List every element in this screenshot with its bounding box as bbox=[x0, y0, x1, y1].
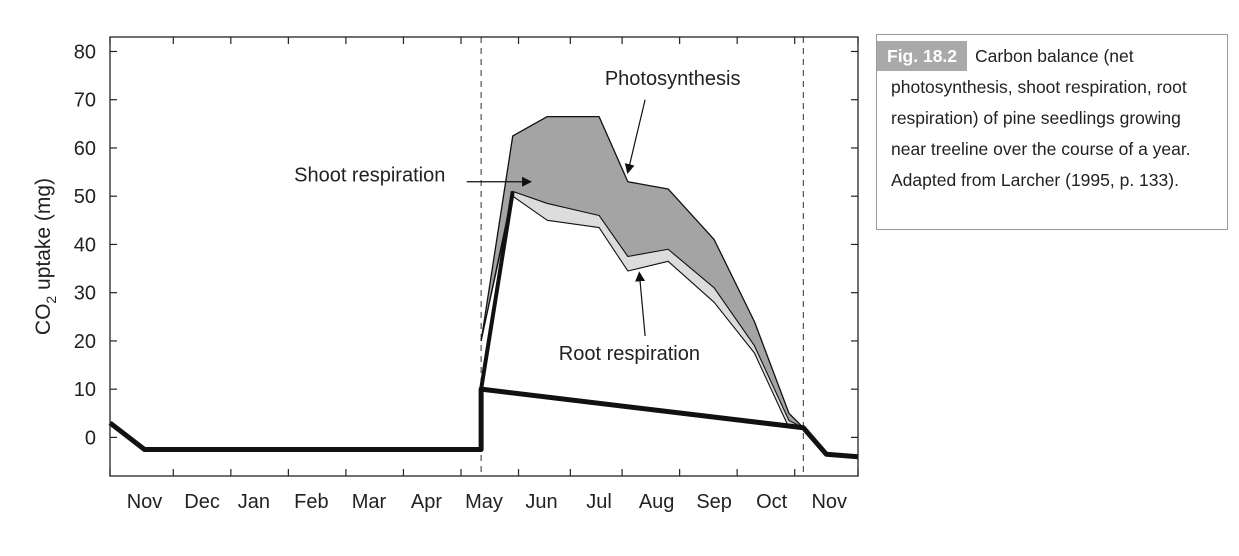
caption-text-block: Fig. 18.2 Carbon balance (net photosynthe… bbox=[877, 41, 1217, 196]
annotation-arrow bbox=[624, 99, 646, 175]
photosynthesis-line bbox=[480, 115, 804, 429]
x-tick-label: Nov bbox=[127, 491, 163, 513]
plot-frame bbox=[109, 36, 859, 477]
y-tick-label: 60 bbox=[74, 138, 96, 160]
caption-body: Carbon balance (net photosynthesis, shoo… bbox=[891, 46, 1191, 190]
x-tick-label: Aug bbox=[639, 491, 675, 513]
x-tick-label: Dec bbox=[184, 491, 220, 513]
root-respiration-line bbox=[480, 195, 804, 429]
x-tick-label: Feb bbox=[294, 491, 328, 513]
shoot-respiration-line bbox=[480, 190, 804, 429]
y-tick-label: 0 bbox=[85, 427, 96, 449]
y-label-rest: uptake (mg) bbox=[32, 178, 55, 296]
chart: 0 10 20 30 40 50 60 70 80 Nov Dec Jan Feb Mar Apr May Ju… bbox=[32, 36, 859, 513]
x-tick-label: Jul bbox=[586, 491, 612, 513]
figure-badge: Fig. 18.2 bbox=[877, 41, 968, 71]
x-tick-label: Jan bbox=[238, 491, 270, 513]
x-tick-label: Oct bbox=[756, 491, 788, 513]
figure-caption: Fig. 18.2 Carbon balance (net photosynthe… bbox=[876, 34, 1228, 230]
annotation-label: Root respiration bbox=[559, 343, 700, 365]
annotation-label: Photosynthesis bbox=[605, 68, 741, 90]
y-tick-label: 10 bbox=[74, 379, 96, 401]
axes bbox=[109, 36, 859, 477]
y-tick-label: 50 bbox=[74, 186, 96, 208]
y-label-co: CO bbox=[32, 304, 55, 336]
x-tick-label: Jun bbox=[525, 491, 557, 513]
annotations: Photosynthesis Shoot respiration Root resp… bbox=[294, 68, 740, 365]
y-label-subscript: 2 bbox=[43, 296, 59, 304]
annotation-arrow bbox=[635, 271, 646, 337]
winter-balance-line bbox=[108, 386, 859, 460]
series-lines bbox=[108, 115, 859, 460]
x-tick-label: Mar bbox=[352, 491, 387, 513]
y-axis-label: CO2 uptake (mg) bbox=[32, 178, 59, 335]
y-tick-label: 30 bbox=[74, 283, 96, 305]
area-fills bbox=[481, 116, 804, 428]
photosynthesis-area bbox=[481, 116, 804, 428]
x-tick-label: Sep bbox=[696, 491, 732, 513]
tick-labels: 0 10 20 30 40 50 60 70 80 Nov Dec Jan Feb Mar Apr May Ju… bbox=[74, 41, 847, 513]
y-tick-label: 80 bbox=[74, 41, 96, 63]
x-tick-label: Apr bbox=[411, 491, 442, 513]
x-tick-label: May bbox=[465, 491, 503, 513]
y-tick-label: 70 bbox=[74, 90, 96, 112]
x-tick-label: Nov bbox=[811, 491, 847, 513]
annotation-label: Shoot respiration bbox=[294, 165, 445, 187]
spring-rise-line bbox=[479, 191, 515, 390]
y-tick-label: 20 bbox=[74, 331, 96, 353]
y-tick-label: 40 bbox=[74, 234, 96, 256]
